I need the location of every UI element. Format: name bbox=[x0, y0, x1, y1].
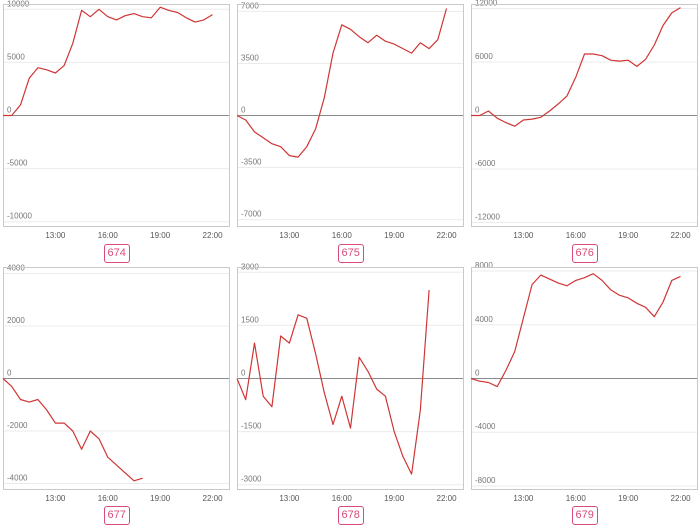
series-line bbox=[236, 8, 448, 158]
y-tick-label: 0 bbox=[475, 106, 480, 115]
y-tick-label: 12000 bbox=[475, 0, 498, 7]
chart-panel-678: 3000 1500 0 -1500 -3000 13:00 16:00 19:00 22:00 bbox=[236, 262, 464, 503]
y-tick-label: 4000 bbox=[475, 315, 493, 324]
y-tick-label: 3500 bbox=[241, 53, 259, 62]
x-tick-label: 13:00 bbox=[279, 494, 300, 503]
x-tick-label: 22:00 bbox=[671, 494, 692, 503]
y-tick-label: 0 bbox=[241, 106, 246, 115]
y-tick-label: -3000 bbox=[241, 475, 262, 484]
y-tick-label: 2000 bbox=[7, 316, 25, 325]
chart-panel-679: 8000 4000 0 -4000 -8000 13:00 16:00 19:00 22:00 bbox=[470, 261, 698, 503]
y-tick-label: 8000 bbox=[475, 261, 493, 270]
chart-id-badge[interactable]: 675 bbox=[337, 244, 364, 263]
x-tick-label: 13:00 bbox=[513, 494, 534, 503]
y-tick-label: -4000 bbox=[7, 473, 28, 482]
y-tick-label: 7000 bbox=[241, 1, 259, 10]
y-tick-label: 1500 bbox=[241, 315, 259, 324]
x-tick-label: 13:00 bbox=[279, 231, 300, 240]
y-tick-label: -3500 bbox=[241, 158, 262, 167]
x-tick-label: 16:00 bbox=[332, 494, 353, 503]
x-tick-label: 16:00 bbox=[98, 494, 119, 503]
chart-id-badge[interactable]: 677 bbox=[103, 506, 130, 525]
y-tick-label: 4000 bbox=[7, 264, 25, 273]
series-line bbox=[471, 7, 681, 127]
chart-svg: 8000 4000 0 -4000 -8000 13:00 16:00 19:00 22:00 bbox=[470, 261, 698, 503]
chart-panel-677: 4000 2000 0 -2000 -4000 13:00 16:00 19:00 22:00 bbox=[2, 264, 230, 503]
chart-id-badge[interactable]: 679 bbox=[571, 506, 598, 525]
y-tick-label: -8000 bbox=[475, 476, 496, 485]
y-tick-label: 3000 bbox=[241, 262, 259, 271]
chart-id-badge[interactable]: 676 bbox=[571, 244, 598, 263]
x-tick-label: 22:00 bbox=[671, 231, 692, 240]
y-tick-label: 6000 bbox=[475, 52, 493, 61]
y-tick-label: 0 bbox=[241, 369, 246, 378]
y-tick-label: -2000 bbox=[7, 421, 28, 430]
y-tick-label: 0 bbox=[475, 369, 480, 378]
x-tick-label: 19:00 bbox=[150, 231, 171, 240]
x-tick-label: 19:00 bbox=[618, 231, 639, 240]
x-tick-label: 16:00 bbox=[332, 231, 353, 240]
chart-panel-676: 12000 6000 0 -6000 -12000 13:00 16:00 19:00 22:0… bbox=[471, 0, 698, 240]
chart-svg: 12000 6000 0 -6000 -12000 13:00 16:00 19:00 22:0… bbox=[471, 0, 698, 240]
x-tick-label: 19:00 bbox=[384, 231, 405, 240]
y-tick-label: 5000 bbox=[7, 52, 25, 61]
chart-svg: 3000 1500 0 -1500 -3000 13:00 16:00 19:00 22:00 bbox=[236, 262, 464, 503]
y-tick-label: -12000 bbox=[475, 213, 500, 222]
x-tick-label: 22:00 bbox=[203, 494, 224, 503]
chart-panel-675: 7000 3500 0 -3500 -7000 13:00 16:00 19:00 22:00 bbox=[236, 1, 464, 240]
y-tick-label: -6000 bbox=[475, 159, 496, 168]
x-tick-label: 13:00 bbox=[45, 231, 66, 240]
x-tick-label: 22:00 bbox=[203, 231, 224, 240]
y-tick-label: -1500 bbox=[241, 422, 262, 431]
y-tick-label: -7000 bbox=[241, 210, 262, 219]
x-tick-label: 16:00 bbox=[566, 494, 587, 503]
x-tick-label: 16:00 bbox=[98, 231, 119, 240]
x-tick-label: 13:00 bbox=[45, 494, 66, 503]
chart-id-badge[interactable]: 678 bbox=[337, 506, 364, 525]
series-line bbox=[2, 378, 143, 482]
chart-id-badge[interactable]: 674 bbox=[103, 244, 130, 263]
chart-panel-674: 10000 5000 0 -5000 -10000 13:00 16:00 19:00 22:0… bbox=[3, 0, 230, 240]
series-line bbox=[3, 6, 213, 117]
x-tick-label: 19:00 bbox=[618, 494, 639, 503]
x-tick-label: 19:00 bbox=[384, 494, 405, 503]
y-tick-label: -5000 bbox=[7, 159, 28, 168]
x-tick-label: 22:00 bbox=[437, 231, 458, 240]
chart-svg: 7000 3500 0 -3500 -7000 13:00 16:00 19:00 22:00 bbox=[236, 1, 464, 240]
x-tick-label: 22:00 bbox=[437, 494, 458, 503]
y-tick-label: 0 bbox=[7, 369, 12, 378]
y-tick-label: 0 bbox=[7, 106, 12, 115]
series-line bbox=[236, 289, 430, 475]
x-tick-label: 19:00 bbox=[150, 494, 171, 503]
x-tick-label: 16:00 bbox=[566, 231, 587, 240]
chart-svg: 4000 2000 0 -2000 -4000 13:00 16:00 19:00 22:00 bbox=[2, 264, 230, 503]
x-tick-label: 13:00 bbox=[513, 231, 534, 240]
y-tick-label: -4000 bbox=[475, 422, 496, 431]
y-tick-label: -10000 bbox=[7, 212, 32, 221]
series-line bbox=[470, 273, 681, 388]
